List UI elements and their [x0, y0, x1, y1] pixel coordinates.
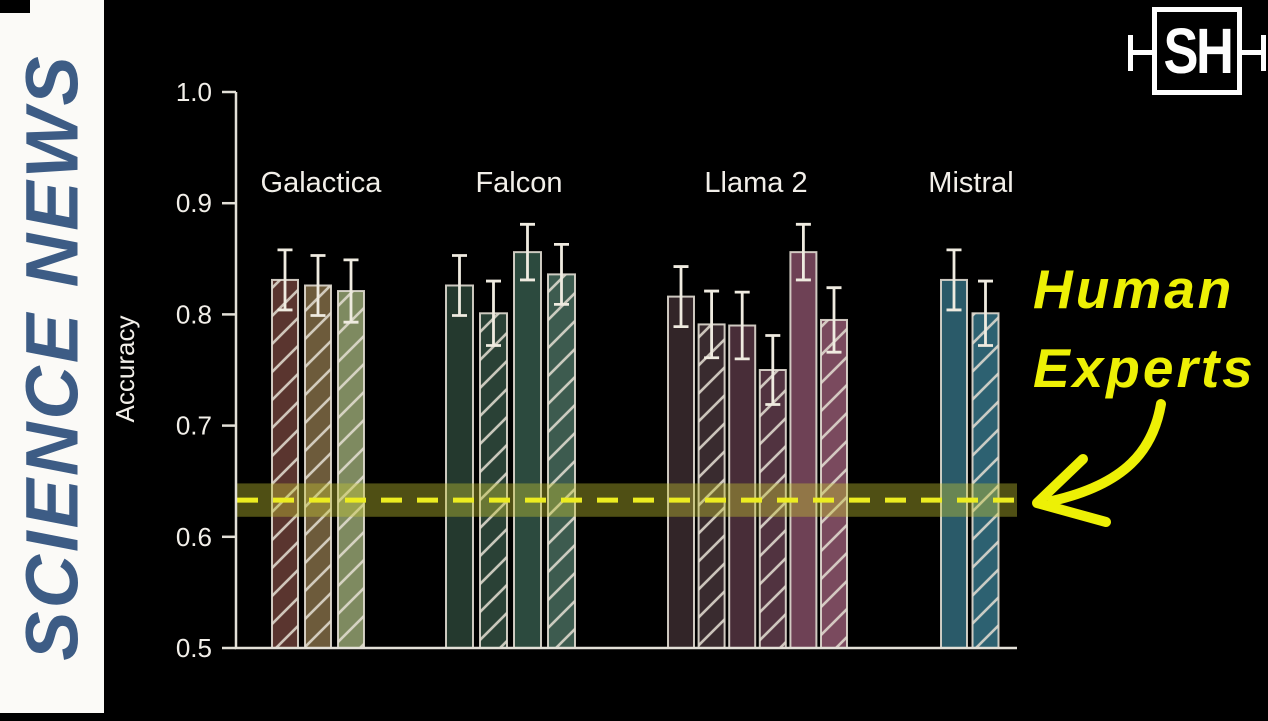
y-axis-title: Accuracy — [110, 316, 140, 423]
sh-logo-icon: SH — [1128, 5, 1268, 97]
arrow-icon — [1032, 399, 1166, 527]
logo-left-arm — [1130, 50, 1152, 55]
bar-hatch-llama-2-6 — [821, 319, 847, 648]
logo-letters: SH — [1163, 15, 1233, 87]
y-tick-label-0.5: 0.5 — [176, 633, 212, 663]
bar-hatch-falcon-4 — [548, 274, 575, 648]
error-bar-llama-2-5 — [795, 222, 811, 282]
error-bar-falcon-1 — [452, 254, 467, 317]
science-news-banner: SCIENCE NEWS — [0, 0, 104, 713]
human-experts-line1: Human — [1033, 258, 1235, 320]
bar-hatch-falcon-2 — [480, 313, 507, 648]
error-bar-llama-2-2 — [704, 289, 720, 360]
error-bar-mistral-2 — [978, 279, 993, 347]
error-bar-llama-2-6 — [826, 286, 842, 354]
y-tick-label-0.7: 0.7 — [176, 411, 212, 441]
error-bar-llama-2-4 — [765, 334, 781, 406]
error-bar-falcon-3 — [520, 222, 535, 282]
group-label-falcon: Falcon — [475, 167, 562, 199]
bar-hatch-llama-2-4 — [759, 370, 786, 648]
y-tick-label-0.9: 0.9 — [176, 188, 212, 218]
error-bar-falcon-2 — [486, 279, 501, 347]
error-bar-llama-2-1 — [673, 265, 689, 329]
bar-hatch-llama-2-2 — [698, 324, 725, 648]
error-bar-llama-2-3 — [734, 290, 750, 361]
bar-llama-2-3 — [728, 324, 757, 649]
error-bar-galactica-1 — [277, 248, 293, 312]
error-bar-falcon-4 — [554, 242, 569, 306]
y-tick-label-1.0: 1.0 — [176, 77, 212, 107]
bar-mistral-1 — [940, 278, 968, 649]
bar-hatch-mistral-2 — [972, 313, 999, 648]
group-label-mistral: Mistral — [928, 167, 1013, 199]
group-label-galactica: Galactica — [261, 167, 383, 199]
y-tick-label-0.6: 0.6 — [176, 522, 212, 552]
bar-falcon-3 — [513, 251, 542, 650]
human-experts-label: Human Experts — [1033, 250, 1256, 408]
bar-hatch-galactica-3 — [338, 291, 364, 648]
science-news-text: SCIENCE NEWS — [10, 52, 94, 661]
error-bar-mistral-1 — [946, 248, 962, 312]
error-bar-galactica-2 — [310, 254, 326, 317]
bar-hatch-galactica-2 — [305, 285, 331, 648]
y-tick-label-0.8: 0.8 — [176, 299, 212, 329]
human-experts-line2: Experts — [1033, 337, 1256, 399]
logo-box: SH — [1152, 7, 1242, 95]
logo-right-arm — [1242, 50, 1264, 55]
logo-right-cap — [1261, 35, 1266, 71]
group-label-llama-2: Llama 2 — [704, 167, 807, 199]
error-bar-galactica-3 — [343, 258, 359, 324]
bar-hatch-galactica-1 — [272, 279, 298, 648]
